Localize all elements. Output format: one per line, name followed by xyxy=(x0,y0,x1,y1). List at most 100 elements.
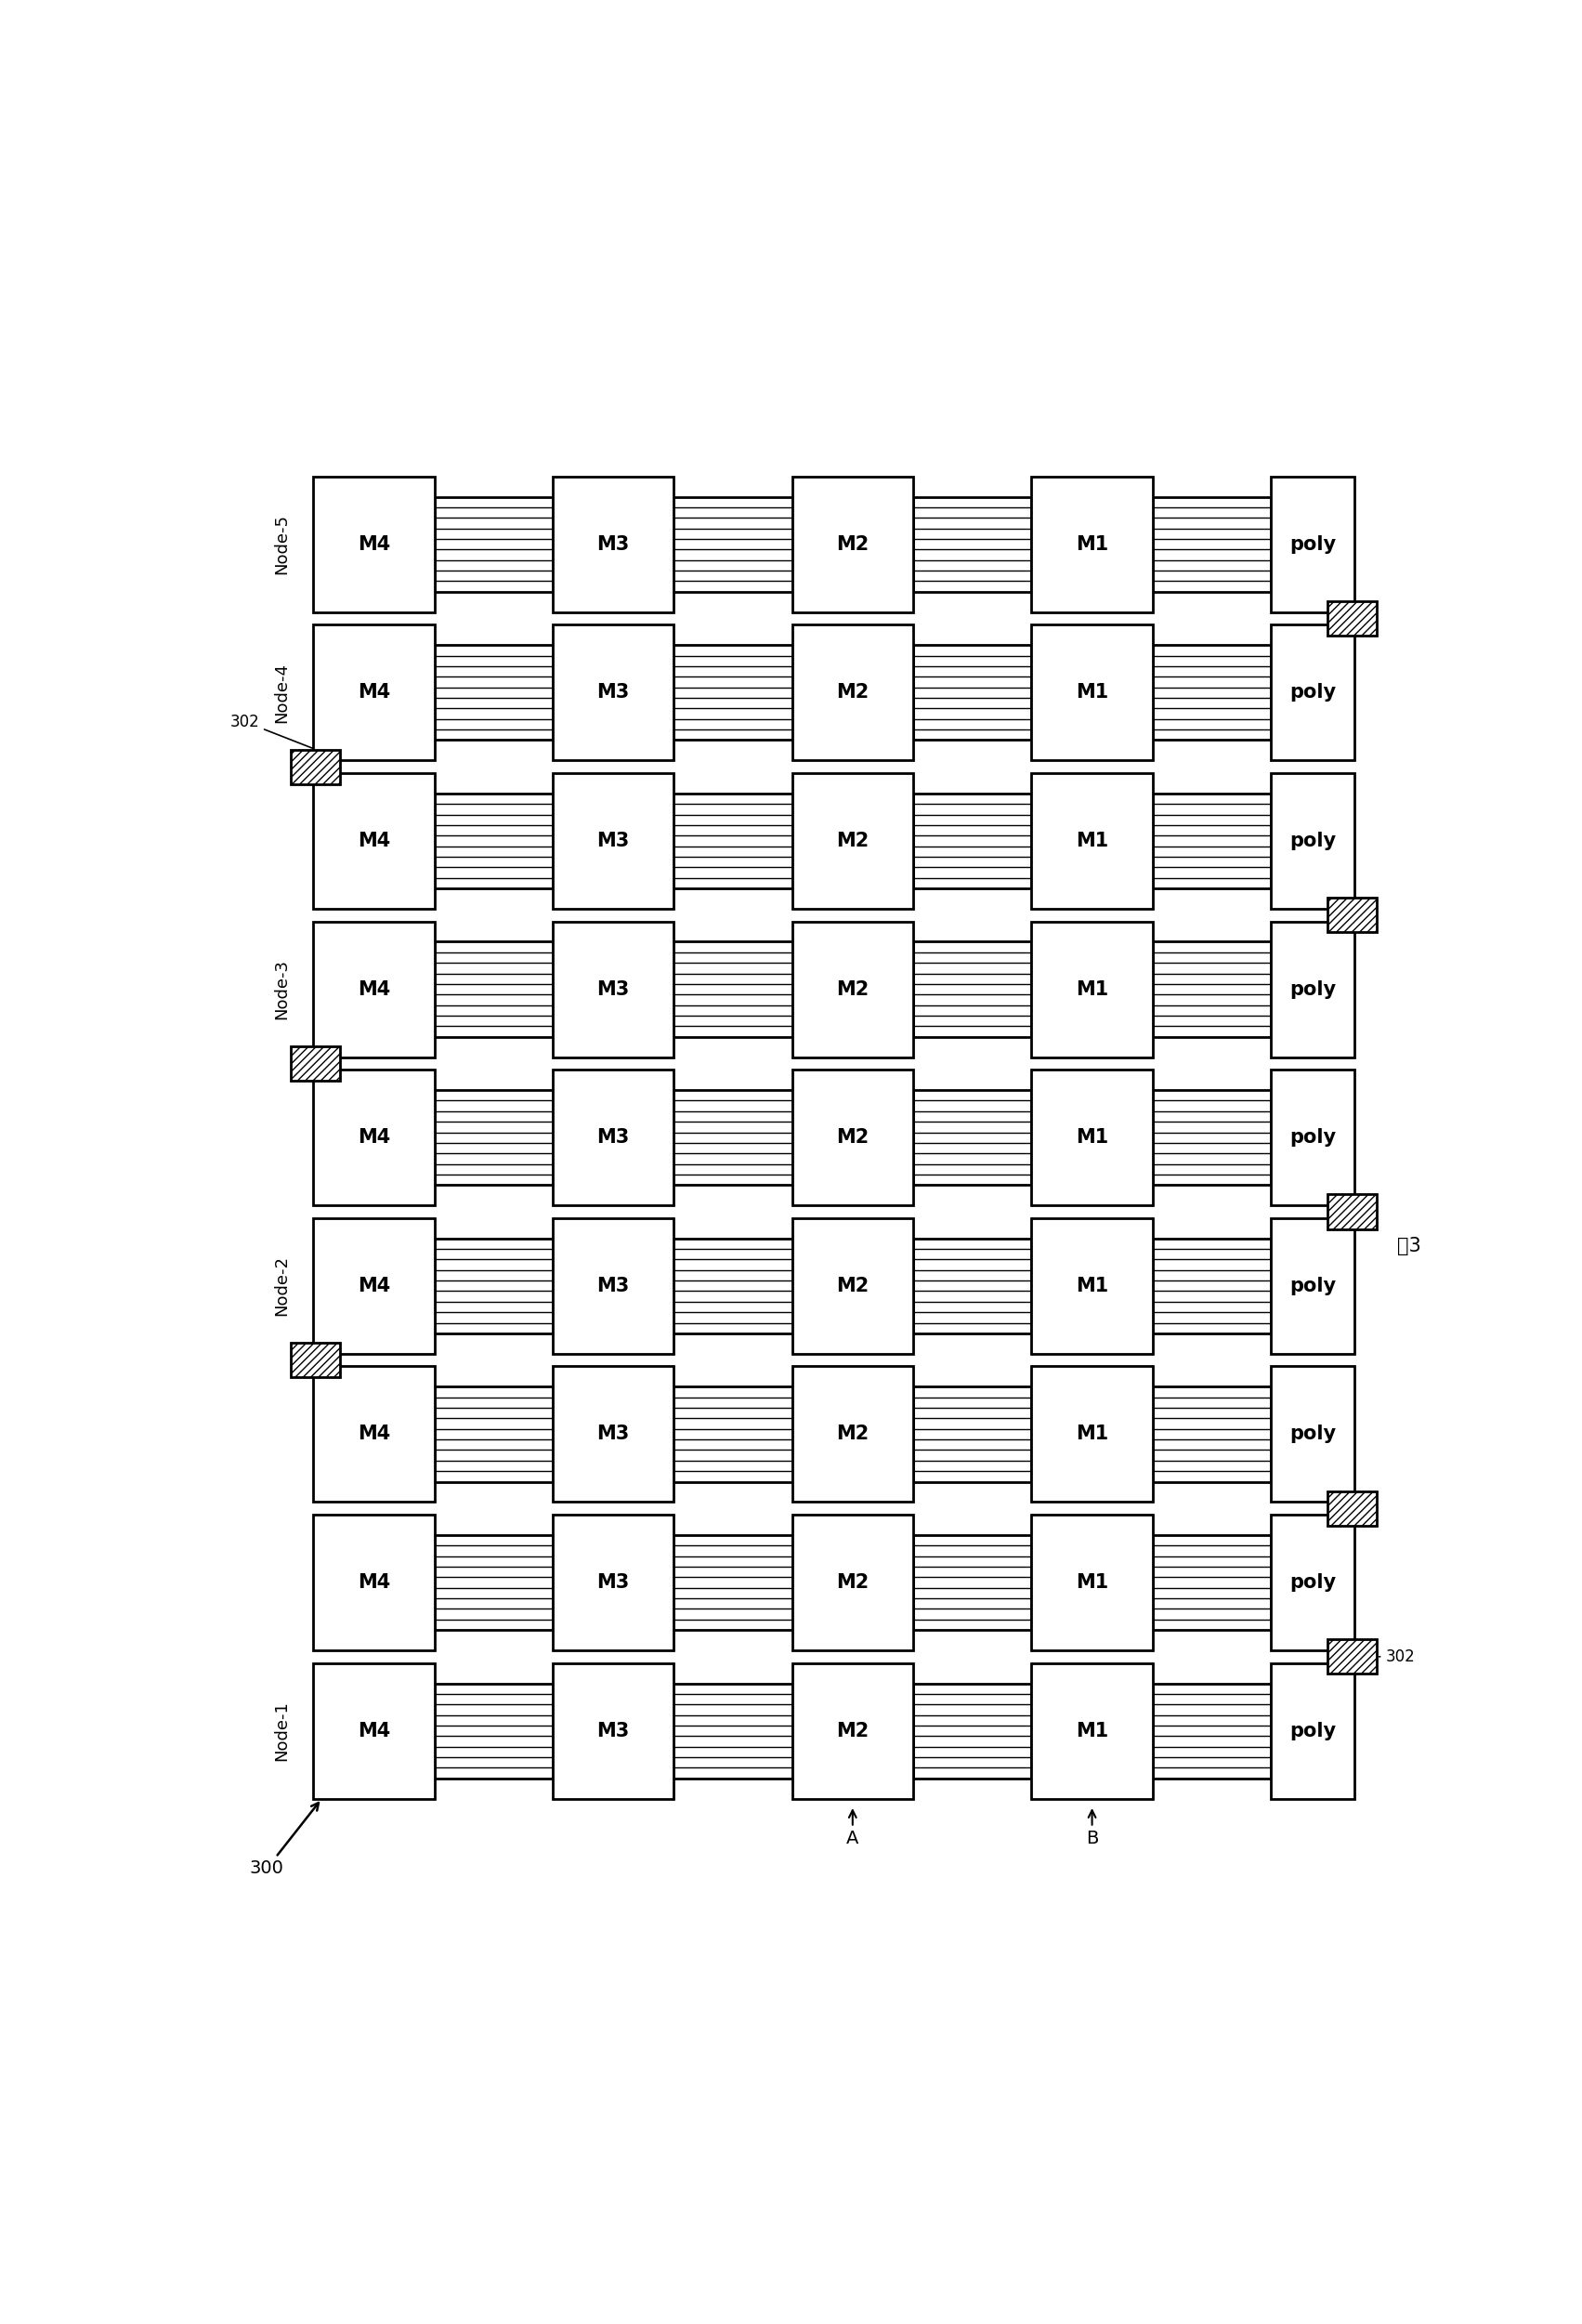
Text: M3: M3 xyxy=(596,1276,630,1294)
Bar xyxy=(435,941,552,1037)
Text: poly: poly xyxy=(1289,1127,1337,1146)
Bar xyxy=(313,1367,435,1501)
Bar xyxy=(913,1387,1031,1483)
Bar xyxy=(1031,476,1153,611)
Bar xyxy=(313,1515,435,1650)
Bar xyxy=(1153,941,1270,1037)
Bar xyxy=(793,1515,913,1650)
Bar xyxy=(1270,920,1354,1057)
Bar xyxy=(313,1069,435,1206)
Bar xyxy=(913,941,1031,1037)
Bar xyxy=(1031,920,1153,1057)
Bar xyxy=(435,1536,552,1629)
Bar xyxy=(1327,897,1376,932)
Bar xyxy=(435,497,552,593)
Text: M3: M3 xyxy=(596,1127,630,1146)
Bar xyxy=(435,1239,552,1334)
Text: poly: poly xyxy=(1289,535,1337,553)
Bar xyxy=(552,1069,674,1206)
Text: M3: M3 xyxy=(596,535,630,553)
Text: M2: M2 xyxy=(837,832,869,851)
Bar xyxy=(1270,1664,1354,1799)
Bar xyxy=(1270,625,1354,760)
Bar xyxy=(1153,792,1270,888)
Bar xyxy=(1031,1218,1153,1353)
Bar xyxy=(552,625,674,760)
Bar xyxy=(793,920,913,1057)
Text: M4: M4 xyxy=(358,1276,391,1294)
Text: M1: M1 xyxy=(1076,535,1109,553)
Text: 图3: 图3 xyxy=(1397,1236,1421,1255)
Bar xyxy=(291,1046,340,1081)
Bar xyxy=(793,774,913,909)
Bar xyxy=(913,1536,1031,1629)
Text: M1: M1 xyxy=(1076,832,1109,851)
Bar xyxy=(793,1218,913,1353)
Bar xyxy=(793,625,913,760)
Bar xyxy=(674,941,793,1037)
Bar xyxy=(1031,1069,1153,1206)
Bar xyxy=(313,476,435,611)
Bar xyxy=(674,497,793,593)
Bar xyxy=(674,792,793,888)
Bar xyxy=(1270,774,1354,909)
Bar xyxy=(913,497,1031,593)
Bar xyxy=(1031,1367,1153,1501)
Bar xyxy=(1031,774,1153,909)
Text: M1: M1 xyxy=(1076,683,1109,702)
Bar xyxy=(793,476,913,611)
Text: M1: M1 xyxy=(1076,1573,1109,1592)
Text: M2: M2 xyxy=(837,1127,869,1146)
Text: Node-5: Node-5 xyxy=(274,514,290,574)
Bar xyxy=(435,792,552,888)
Text: M4: M4 xyxy=(358,1425,391,1443)
Bar xyxy=(674,1090,793,1185)
Text: B: B xyxy=(1085,1810,1098,1848)
Bar xyxy=(913,1683,1031,1778)
Bar xyxy=(1153,646,1270,739)
Text: M1: M1 xyxy=(1076,981,1109,999)
Bar xyxy=(913,1239,1031,1334)
Bar xyxy=(291,748,340,783)
Bar xyxy=(1270,476,1354,611)
Bar xyxy=(313,774,435,909)
Text: M1: M1 xyxy=(1076,1276,1109,1294)
Text: A: A xyxy=(846,1810,859,1848)
Text: M2: M2 xyxy=(837,1425,869,1443)
Bar xyxy=(552,1367,674,1501)
Text: M2: M2 xyxy=(837,1573,869,1592)
Bar xyxy=(793,1664,913,1799)
Text: M3: M3 xyxy=(596,1722,630,1741)
Bar xyxy=(674,1239,793,1334)
Text: poly: poly xyxy=(1289,1425,1337,1443)
Bar xyxy=(313,920,435,1057)
Bar xyxy=(793,1069,913,1206)
Text: M3: M3 xyxy=(596,1573,630,1592)
Text: Node-4: Node-4 xyxy=(274,662,290,723)
Text: 302: 302 xyxy=(229,713,313,748)
Bar xyxy=(1270,1218,1354,1353)
Bar xyxy=(552,1218,674,1353)
Bar xyxy=(1153,1239,1270,1334)
Bar xyxy=(435,1683,552,1778)
Bar xyxy=(435,1090,552,1185)
Text: Node-1: Node-1 xyxy=(274,1701,290,1762)
Bar xyxy=(793,1367,913,1501)
Text: M1: M1 xyxy=(1076,1425,1109,1443)
Text: M4: M4 xyxy=(358,981,391,999)
Text: M2: M2 xyxy=(837,981,869,999)
Bar xyxy=(1327,1195,1376,1229)
Text: M2: M2 xyxy=(837,683,869,702)
Text: M4: M4 xyxy=(358,1573,391,1592)
Text: Node-2: Node-2 xyxy=(274,1255,290,1315)
Text: M4: M4 xyxy=(358,683,391,702)
Bar xyxy=(1327,1638,1376,1673)
Bar xyxy=(1153,497,1270,593)
Text: M1: M1 xyxy=(1076,1127,1109,1146)
Text: 300: 300 xyxy=(250,1803,318,1878)
Text: M3: M3 xyxy=(596,1425,630,1443)
Text: poly: poly xyxy=(1289,683,1337,702)
Text: M3: M3 xyxy=(596,981,630,999)
Bar xyxy=(313,1664,435,1799)
Text: M2: M2 xyxy=(837,535,869,553)
